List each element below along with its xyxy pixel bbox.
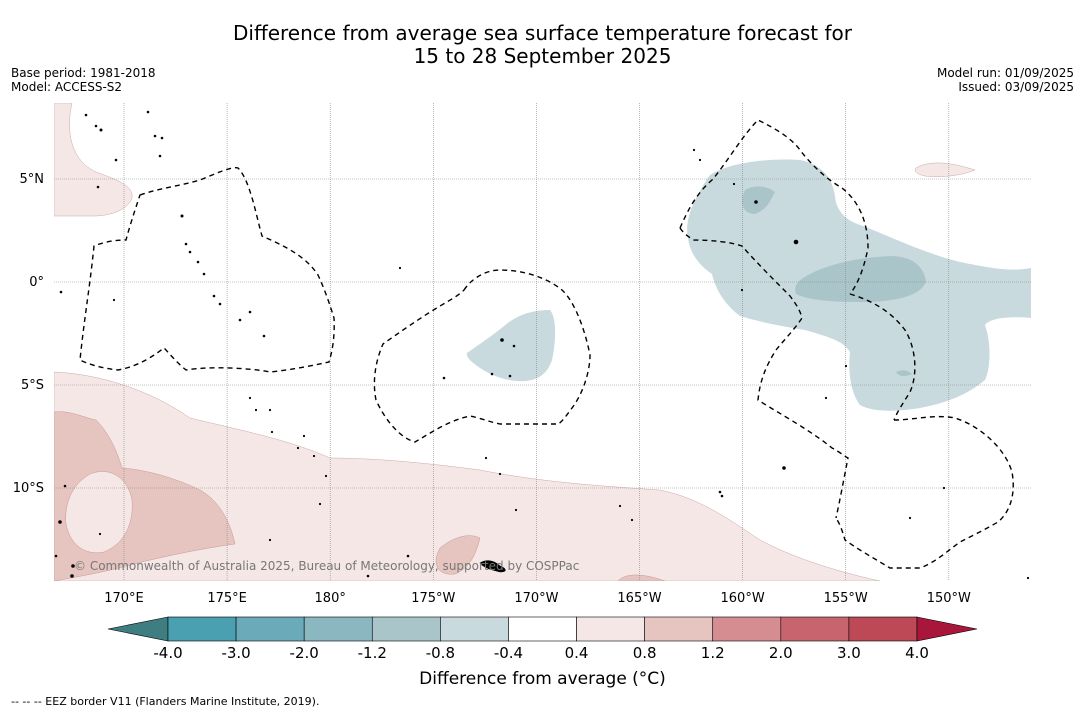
colorbar-segment — [303, 616, 373, 642]
warm-anomaly-south-light — [54, 371, 881, 581]
longitude-labels: 170°E 175°E 180° 175°W 170°W 165°W 160°W 155°W 1… — [104, 591, 971, 606]
cool-anomaly-inner-1 — [795, 256, 926, 302]
latitude-label: 0° — [29, 275, 44, 290]
latitude-label: 5°S — [21, 378, 44, 393]
longitude-label: 180° — [315, 591, 346, 606]
issued-text: Issued: 03/09/2025 — [958, 80, 1074, 94]
eez-border-french-polynesia — [835, 415, 1014, 569]
longitude-label: 150°W — [927, 591, 971, 606]
longitude-label: 170°W — [514, 591, 558, 606]
warm-anomaly-northwest — [54, 103, 133, 217]
colorbar-segment — [508, 616, 577, 642]
colorbar-tick-label: -3.0 — [221, 644, 250, 662]
colorbar-over-triangle — [916, 616, 978, 642]
map-area — [54, 103, 1031, 581]
colorbar-tick-label: -2.0 — [290, 644, 319, 662]
eez-borders — [79, 119, 1014, 569]
longitude-label: 165°W — [617, 591, 661, 606]
cool-anomaly-central — [466, 310, 556, 382]
colorbar-segment — [576, 616, 645, 642]
colorbar-segment — [848, 616, 918, 642]
colorbar-tick-labels: -4.0 -3.0 -2.0 -1.2 -0.8 -0.4 0.4 0.8 1.2 2.0 3.0 4… — [153, 644, 929, 662]
eez-border-kiribati-line-north — [679, 119, 869, 295]
colorbar-segment — [167, 616, 237, 642]
latitude-labels: 5°N 0° 5°S 10°S — [13, 172, 44, 496]
colorbar-segment — [644, 616, 714, 642]
warm-anomaly-patch-2 — [617, 574, 666, 581]
colorbar-tick-label: 0.8 — [633, 644, 657, 662]
latitude-label: 5°N — [20, 172, 45, 187]
map-title: Difference from average sea surface temp… — [0, 22, 1085, 68]
colorbar-tick-label: -0.8 — [426, 644, 455, 662]
longitude-label: 170°E — [104, 591, 144, 606]
colorbar-segment — [371, 616, 441, 642]
model-text: Model: ACCESS-S2 — [11, 80, 123, 94]
longitude-label: 175°E — [207, 591, 247, 606]
colorbar-tick-label: 3.0 — [837, 644, 861, 662]
latitude-label: 10°S — [13, 481, 44, 496]
colorbar-tick-label: -4.0 — [153, 644, 182, 662]
colorbar-segment — [235, 616, 305, 642]
eez-legend-footnote: -- -- -- EEZ border V11 (Flanders Marine… — [11, 695, 320, 708]
base-period-text: Base period: 1981-2018 — [11, 66, 156, 80]
colorbar-under-triangle — [107, 616, 169, 642]
colorbar-tick-label: 1.2 — [701, 644, 725, 662]
eez-border-kiribati-gilbert — [79, 166, 335, 373]
warm-anomaly-patch-1 — [435, 535, 481, 575]
meta-right: Model run: 01/09/2025 Issued: 03/09/2025 — [937, 66, 1074, 94]
longitude-label: 155°W — [824, 591, 868, 606]
title-line-2: 15 to 28 September 2025 — [413, 44, 672, 68]
colorbar-segment — [440, 616, 509, 642]
copyright-text: © Commonwealth of Australia 2025, Bureau… — [74, 559, 580, 573]
meta-left: Base period: 1981-2018 Model: ACCESS-S2 — [11, 66, 156, 94]
colorbar-tick-label: -0.4 — [494, 644, 523, 662]
title-line-1: Difference from average sea surface temp… — [232, 21, 852, 45]
model-run-text: Model run: 01/09/2025 — [936, 66, 1074, 80]
warm-anomaly-northeast — [914, 162, 976, 177]
islands — [54, 110, 1030, 580]
eez-border-kiribati-line-west — [679, 227, 849, 519]
eez-border-kiribati-phoenix — [373, 269, 591, 443]
cool-anomaly-inner-3 — [896, 370, 912, 377]
colorbar-tick-label: 4.0 — [905, 644, 929, 662]
colorbar — [107, 616, 978, 642]
graticule — [54, 103, 1031, 581]
colorbar-tick-label: -1.2 — [358, 644, 387, 662]
colorbar-title: Difference from average (°C) — [419, 669, 666, 689]
colorbar-segment — [780, 616, 850, 642]
eez-border-kiribati-line-east — [849, 293, 916, 421]
longitude-label: 160°W — [721, 591, 765, 606]
colorbar-tick-label: 2.0 — [769, 644, 793, 662]
colorbar-tick-label: 0.4 — [565, 644, 589, 662]
colorbar-segment — [712, 616, 782, 642]
longitude-label: 175°W — [411, 591, 455, 606]
cool-anomaly-inner-2 — [741, 186, 775, 214]
